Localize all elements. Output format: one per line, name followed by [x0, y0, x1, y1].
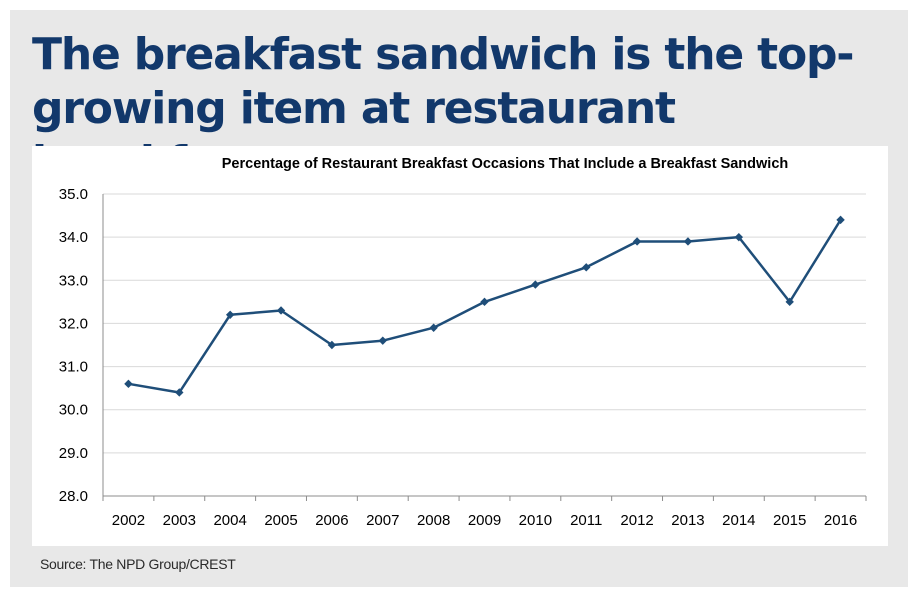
x-tick-label: 2013: [671, 512, 704, 529]
data-point: [632, 237, 642, 246]
y-tick-label: 28.0: [59, 488, 88, 505]
data-point: [734, 232, 744, 242]
data-point: [327, 340, 337, 350]
chart-title: Percentage of Restaurant Breakfast Occas…: [222, 156, 789, 172]
data-point: [175, 388, 184, 397]
y-tick-label: 35.0: [59, 186, 88, 203]
x-tick-label: 2007: [366, 512, 399, 529]
x-tick-label: 2008: [417, 512, 450, 529]
data-point: [480, 297, 489, 307]
x-tick-label: 2010: [519, 512, 552, 529]
x-tick-label: 2012: [620, 512, 653, 529]
data-point: [429, 323, 438, 332]
chart-area: [32, 146, 888, 546]
x-tick-label: 2009: [468, 512, 501, 529]
headline: The breakfast sandwich is the top-growin…: [32, 29, 855, 188]
data-point: [785, 297, 794, 307]
x-tick-label: 2014: [722, 512, 755, 529]
x-tick-label: 2002: [112, 512, 145, 529]
data-point: [683, 237, 693, 246]
x-tick-label: 2004: [213, 512, 246, 529]
x-tick-label: 2015: [773, 512, 806, 529]
data-point: [276, 306, 286, 315]
x-tick-label: 2011: [570, 512, 602, 529]
y-tick-label: 34.0: [59, 229, 88, 246]
data-point: [531, 280, 540, 289]
x-tick-label: 2006: [315, 512, 348, 529]
data-point: [225, 310, 235, 319]
x-tick-label: 2016: [824, 512, 857, 529]
data-point: [378, 336, 387, 345]
data-point: [836, 215, 845, 225]
y-tick-label: 29.0: [59, 445, 88, 462]
x-tick-label: 2005: [264, 512, 297, 529]
y-tick-label: 32.0: [59, 315, 88, 332]
data-point: [582, 263, 591, 272]
y-tick-label: 33.0: [59, 272, 88, 289]
data-point: [124, 379, 133, 389]
y-tick-label: 31.0: [59, 359, 88, 376]
x-tick-label: 2003: [163, 512, 196, 529]
source-note: Source: The NPD Group/CREST: [40, 556, 236, 572]
y-tick-label: 30.0: [59, 402, 88, 419]
